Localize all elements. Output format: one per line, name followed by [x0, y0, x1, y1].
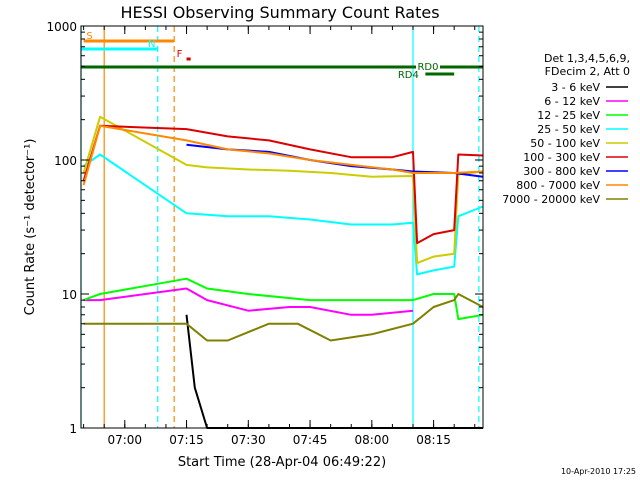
bar-label-rd0: RD0 [417, 62, 438, 73]
plot-frame [80, 25, 484, 429]
x-tick-label: 07:45 [293, 433, 328, 447]
series-line-50-100-kev [82, 115, 484, 265]
y-tick-label: 10 [62, 288, 77, 302]
series-line-25-50-kev [83, 153, 484, 276]
legend-label-25-50-kev: 25 - 50 keV [537, 123, 600, 136]
chart-title: HESSI Observing Summary Count Rates [120, 3, 439, 22]
bar-label-f: F [177, 49, 183, 60]
legend-header: Det 1,3,4,5,6,9, [544, 52, 630, 65]
legend: Det 1,3,4,5,6,9,FDecim 2, Att 0 3 - 6 keV… [502, 52, 630, 206]
legend-label-800-7000-kev: 800 - 7000 keV [516, 179, 600, 192]
y-tick-label: 1000 [46, 20, 77, 34]
series-line-3-6-kev [185, 314, 483, 429]
legend-label-50-100-kev: 50 - 100 keV [530, 137, 600, 150]
y-axis-label: Count Rate (s⁻¹ detector⁻¹) [23, 139, 38, 316]
series-line-7000-20000-kev [83, 293, 484, 342]
bar-label-s: S [86, 31, 92, 42]
legend-label-12-25-kev: 12 - 25 keV [537, 109, 600, 122]
x-axis-label: Start Time (28-Apr-04 06:49:22) [178, 455, 386, 470]
y-tick-label: 100 [54, 154, 77, 168]
legend-label-300-800-kev: 300 - 800 keV [523, 165, 600, 178]
series-layer [82, 115, 484, 429]
legend-label-3-6-kev: 3 - 6 keV [551, 81, 600, 94]
series-line-800-7000-kev [82, 124, 484, 186]
x-tick-label: 08:15 [416, 433, 451, 447]
legend-label-100-300-kev: 100 - 300 keV [523, 151, 600, 164]
series-line-6-12-kev [83, 287, 414, 316]
series-line-100-300-kev [82, 124, 484, 245]
x-tick-label: 07:30 [231, 433, 266, 447]
legend-header: FDecim 2, Att 0 [545, 65, 630, 78]
axis-layer: 07:00 07:15 07:30 07:45 08:00 08:15 1 10 100 1000 [46, 20, 483, 447]
bar-label-rd4: RD4 [398, 70, 419, 81]
x-tick-label: 08:00 [355, 433, 390, 447]
date-stamp: 10-Apr-2010 17:25 [561, 467, 636, 476]
legend-label-7000-20000-kev: 7000 - 20000 keV [502, 193, 600, 206]
legend-label-6-12-kev: 6 - 12 keV [544, 95, 600, 108]
series-line-12-25-kev [83, 277, 484, 321]
x-tick-label: 07:00 [107, 433, 142, 447]
x-tick-label: 07:15 [169, 433, 204, 447]
y-tick-label: 1 [69, 422, 77, 436]
bar-label-bg [416, 60, 440, 71]
bar-label-n: N [148, 39, 155, 50]
